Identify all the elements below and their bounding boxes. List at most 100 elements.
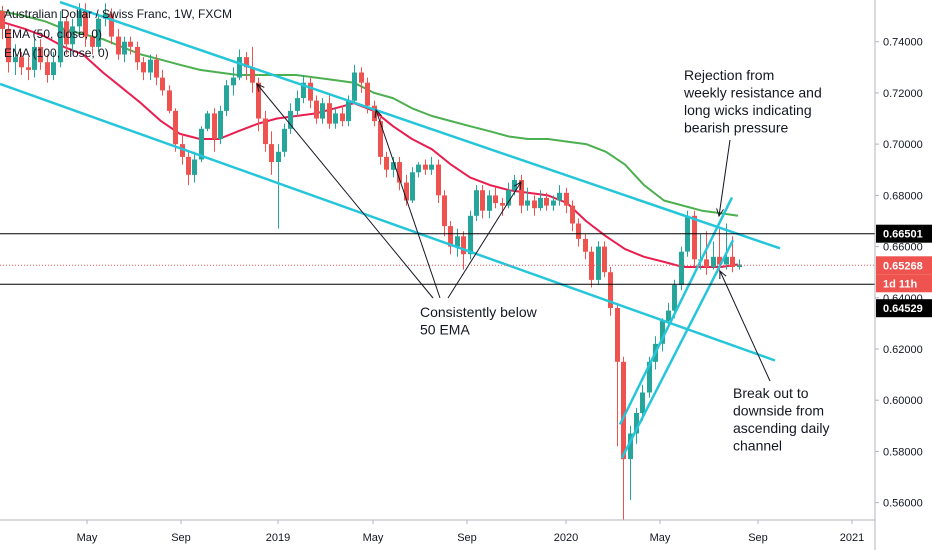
candle xyxy=(410,167,415,203)
candle-body xyxy=(711,256,716,267)
candle xyxy=(538,190,543,211)
candle xyxy=(135,41,140,70)
candle xyxy=(608,267,613,316)
candle xyxy=(564,187,569,214)
candle-body xyxy=(70,26,75,45)
annotation-below-ema-line: Consistently below xyxy=(420,304,538,320)
candle xyxy=(679,246,684,291)
current-price-badge-bg xyxy=(876,256,932,275)
candle xyxy=(660,318,665,352)
candle xyxy=(308,77,313,109)
candle xyxy=(442,190,447,237)
candle xyxy=(51,52,56,81)
candle xyxy=(269,131,274,175)
candle xyxy=(314,95,319,124)
annotation-rejection-line: Rejection from xyxy=(684,67,774,83)
candle xyxy=(301,75,306,104)
candle xyxy=(621,356,626,521)
countdown-badge-bg xyxy=(876,274,932,293)
candle-body xyxy=(410,172,415,201)
candle-body xyxy=(90,36,95,47)
resistance-badge: 0.66501 xyxy=(876,224,932,243)
candle xyxy=(186,151,191,186)
time-tick-label: Sep xyxy=(457,532,477,544)
candle-body xyxy=(480,190,485,211)
ema100-legend: EMA (100, close, 0) xyxy=(4,46,109,60)
time-tick-label: 2019 xyxy=(266,532,290,544)
current-price-badge: 0.65268 xyxy=(876,256,932,275)
arrow-to-2019-peak xyxy=(374,108,441,299)
candle xyxy=(576,218,581,247)
candle-body xyxy=(660,320,665,344)
resistance-badge-label: 0.66501 xyxy=(883,229,923,241)
arrow-to-breakout xyxy=(719,269,771,382)
candle-body xyxy=(352,72,357,101)
candle-body xyxy=(628,433,633,460)
annotation-breakout: Break out to downside from ascending daily… xyxy=(733,385,830,454)
candle xyxy=(282,123,287,157)
candle xyxy=(173,108,178,152)
candle-body xyxy=(148,59,153,73)
arrow-shaft xyxy=(256,83,434,299)
candle xyxy=(141,57,146,81)
candle-body xyxy=(493,195,498,204)
candle xyxy=(109,8,114,45)
candle xyxy=(116,28,121,60)
candle-body xyxy=(640,392,645,413)
candle xyxy=(45,54,50,83)
candle-body xyxy=(269,144,274,162)
upper-descending-channel xyxy=(59,0,781,250)
candle xyxy=(167,85,172,114)
annotation-breakout-line: channel xyxy=(733,438,782,454)
candle xyxy=(288,103,293,134)
candle xyxy=(192,151,197,183)
arrow-shaft xyxy=(375,109,441,299)
candle xyxy=(544,192,549,211)
candle-body xyxy=(724,256,729,265)
candle xyxy=(26,57,31,81)
candle-body xyxy=(397,162,402,183)
annotation-rejection-line: bearish pressure xyxy=(684,120,788,136)
candle xyxy=(6,23,11,73)
candle xyxy=(372,100,377,127)
candle-body xyxy=(704,259,709,268)
candle-body xyxy=(737,264,742,268)
candle xyxy=(397,156,402,191)
price-tick-label: 0.74000 xyxy=(883,37,923,49)
candle-body xyxy=(596,246,601,280)
annotation-rejection-line: weekly resistance and xyxy=(683,85,822,101)
candle-body xyxy=(45,62,50,75)
candle xyxy=(429,156,434,175)
resistance-badge-bg xyxy=(876,224,932,243)
candle-body xyxy=(109,13,114,37)
candle-body xyxy=(692,215,697,260)
candle-body xyxy=(32,46,37,70)
candle-body xyxy=(160,77,165,91)
candle-body xyxy=(512,180,517,191)
annotation-breakout-line: Break out to xyxy=(733,385,809,401)
candle-body xyxy=(13,57,18,63)
candle xyxy=(737,259,742,270)
candle-body xyxy=(0,11,5,29)
lower-descending-channel xyxy=(0,82,776,362)
candle-body xyxy=(224,85,229,111)
candle-body xyxy=(320,103,325,119)
candle xyxy=(263,110,268,152)
arrow-head xyxy=(716,208,724,218)
candle xyxy=(19,52,24,75)
candle xyxy=(615,302,620,447)
candle-body xyxy=(455,236,460,247)
support-badge-label: 0.64529 xyxy=(883,303,923,315)
candle-body xyxy=(634,413,639,434)
candle xyxy=(602,241,607,278)
arrow-head xyxy=(513,181,522,191)
candle-body xyxy=(404,182,409,201)
candle-body xyxy=(557,192,562,201)
candle-body xyxy=(538,197,543,209)
ema100-line xyxy=(0,10,739,217)
candle xyxy=(103,3,108,27)
candle-body xyxy=(38,46,43,63)
candle xyxy=(640,384,645,421)
